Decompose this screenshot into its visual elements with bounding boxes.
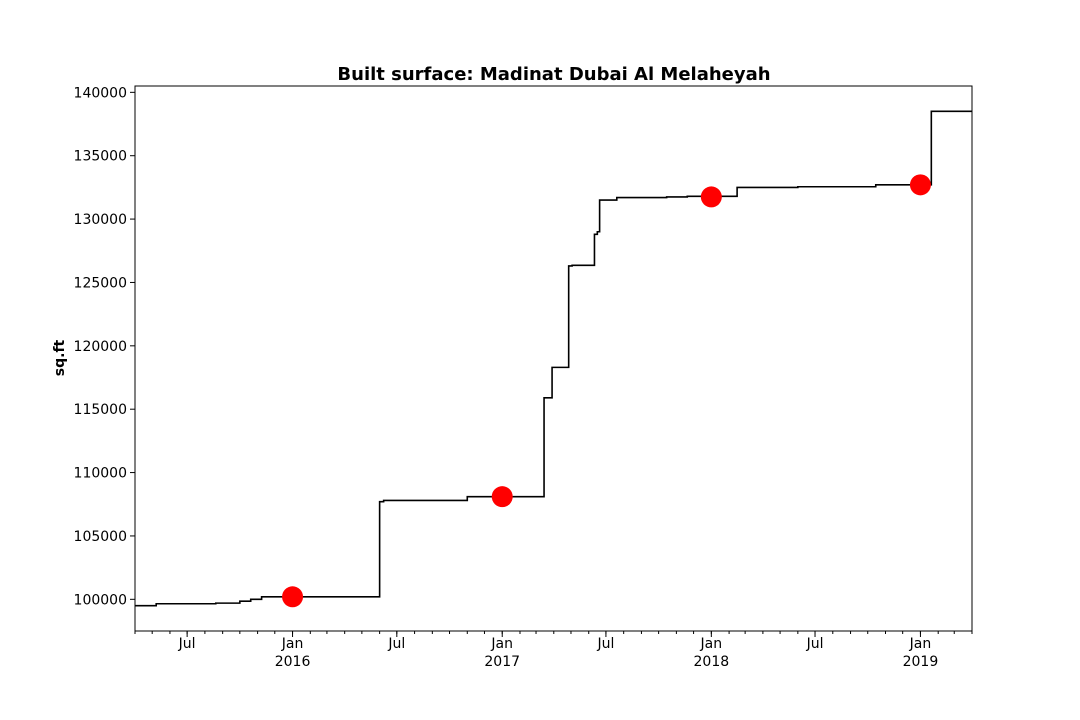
chart-title: Built surface: Madinat Dubai Al Melaheya… [337, 64, 770, 85]
y-tick-label: 120000 [74, 339, 127, 355]
x-tick-label: Jul [596, 636, 614, 652]
x-tick-year-label: 2018 [694, 654, 730, 670]
plot-frame [134, 85, 973, 632]
y-tick-label: 100000 [74, 592, 127, 608]
x-tick-label: Jul [178, 636, 196, 652]
data-marker [909, 174, 931, 196]
x-tick-label: Jan [700, 636, 723, 652]
x-tick-label: Jul [806, 636, 824, 652]
plot-area: 100000 105000 110000 115000 120000 125000 1300… [74, 85, 973, 670]
x-tick-label: Jan [281, 636, 304, 652]
x-tick-year-label: 2017 [484, 654, 520, 670]
y-tick-label: 140000 [74, 85, 127, 101]
y-tick-label: 125000 [74, 275, 127, 291]
y-tick-label: 130000 [74, 212, 127, 228]
y-tick-label: 115000 [74, 402, 127, 418]
x-tick-label: Jul [387, 636, 405, 652]
y-axis-label: sq.ft [52, 339, 68, 376]
x-tick-year-label: 2019 [903, 654, 939, 670]
data-marker [491, 486, 513, 508]
x-tick-year-label: 2016 [275, 654, 311, 670]
x-tick-label: Jan [909, 636, 932, 652]
series-line [135, 110, 972, 607]
y-tick-label: 105000 [74, 529, 127, 545]
y-tick-label: 135000 [74, 149, 127, 165]
y-tick-label: 110000 [74, 466, 127, 482]
data-marker [282, 586, 304, 608]
x-tick-label: Jan [490, 636, 513, 652]
data-marker [700, 186, 722, 208]
